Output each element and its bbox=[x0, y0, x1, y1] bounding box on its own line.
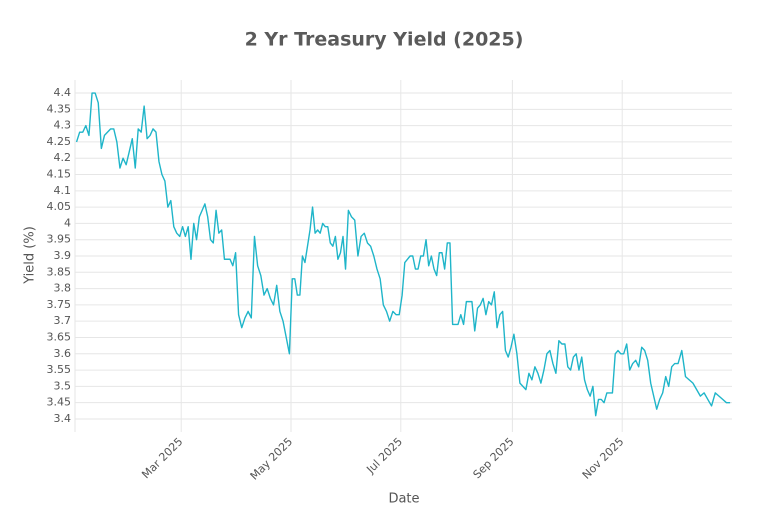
y-tick-label: 3.45 bbox=[47, 396, 72, 409]
y-tick-label: 4.15 bbox=[47, 168, 72, 181]
y-tick-label: 4.2 bbox=[54, 151, 72, 164]
y-tick-label: 3.4 bbox=[54, 412, 72, 425]
x-tick-label: Mar 2025 bbox=[139, 435, 185, 481]
y-tick-label: 3.7 bbox=[54, 314, 72, 327]
x-tick-label: Jul 2025 bbox=[363, 435, 405, 477]
chart-title: 2 Yr Treasury Yield (2025) bbox=[245, 29, 524, 51]
y-tick-label: 3.5 bbox=[54, 379, 72, 392]
x-axis-label: Date bbox=[388, 492, 419, 507]
y-axis-label: Yield (%) bbox=[23, 226, 38, 285]
y-tick-label: 3.8 bbox=[54, 282, 72, 295]
x-tick-label: May 2025 bbox=[248, 435, 296, 483]
y-tick-label: 4.35 bbox=[47, 102, 72, 115]
y-tick-label: 3.85 bbox=[47, 265, 72, 278]
y-tick-label: 3.75 bbox=[47, 298, 72, 311]
x-tick-label: Sep 2025 bbox=[471, 435, 517, 481]
y-tick-label: 4.25 bbox=[47, 135, 72, 148]
data-line bbox=[75, 92, 731, 417]
y-tick-label: 3.55 bbox=[47, 363, 72, 376]
y-tick-label: 4.05 bbox=[47, 200, 72, 213]
y-tick-label: 3.9 bbox=[54, 249, 72, 262]
y-tick-label: 3.65 bbox=[47, 330, 72, 343]
y-tick-label: 3.6 bbox=[54, 347, 72, 360]
y-tick-label: 4 bbox=[64, 216, 71, 229]
y-tick-label: 4.3 bbox=[54, 119, 72, 132]
y-tick-label: 4.1 bbox=[54, 184, 72, 197]
y-tick-label: 4.4 bbox=[54, 86, 72, 99]
y-tick-label: 3.95 bbox=[47, 233, 72, 246]
x-tick-label: Nov 2025 bbox=[580, 435, 627, 482]
